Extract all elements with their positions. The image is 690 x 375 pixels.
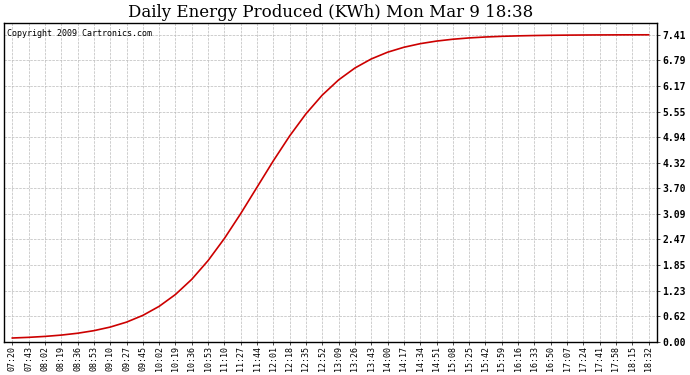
Text: Copyright 2009 Cartronics.com: Copyright 2009 Cartronics.com <box>8 29 152 38</box>
Title: Daily Energy Produced (KWh) Mon Mar 9 18:38: Daily Energy Produced (KWh) Mon Mar 9 18… <box>128 4 533 21</box>
